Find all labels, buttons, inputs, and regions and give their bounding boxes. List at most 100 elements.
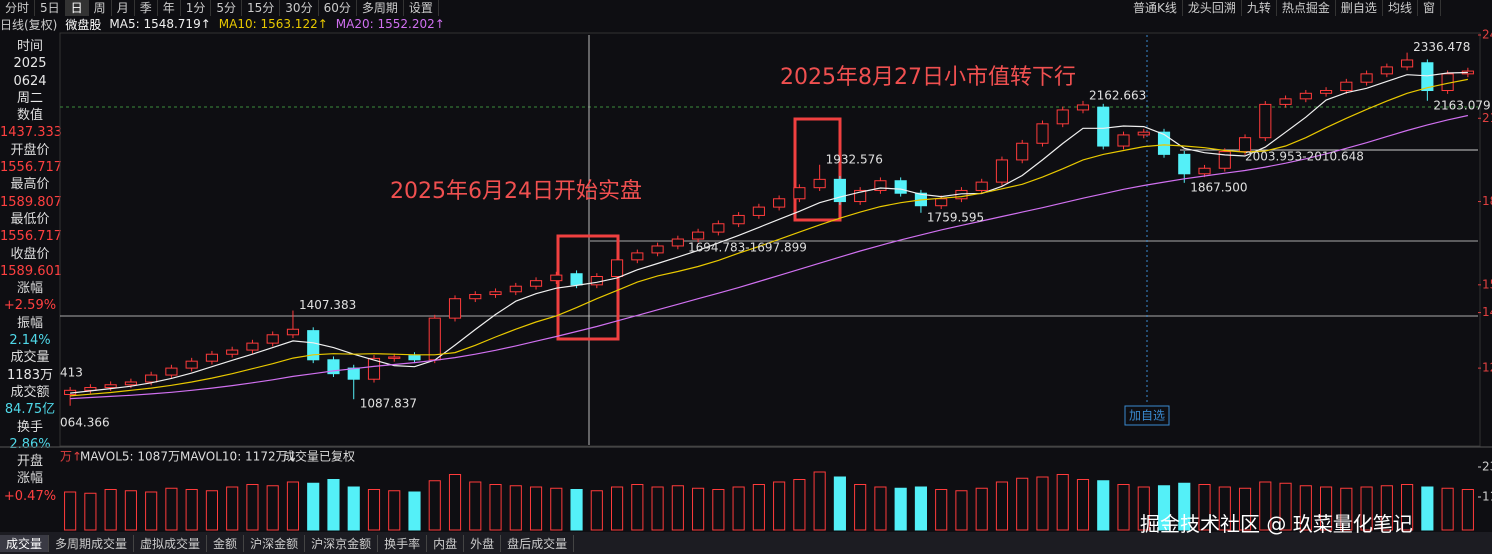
candle-body [590, 276, 603, 286]
candle-body [793, 187, 806, 200]
toolbar-button[interactable]: 30分 [280, 0, 319, 16]
volume-bar [1360, 486, 1373, 531]
toolbar-button[interactable]: 年 [158, 0, 181, 16]
add-watch-label[interactable]: 加自选 [1129, 409, 1165, 423]
extreme-label: 1407.383 [299, 298, 356, 312]
tab[interactable]: 外盘 [464, 534, 502, 552]
candle-body [975, 181, 988, 191]
info-value: 2.14% [9, 333, 51, 349]
volume-bar [408, 491, 421, 531]
volume-bar [226, 486, 239, 531]
toolbar-button[interactable]: 设置 [404, 0, 439, 16]
volume-bar [1279, 482, 1292, 531]
toolbar-button[interactable]: 龙头回溯 [1183, 0, 1242, 16]
volume-bar [266, 485, 279, 531]
volume-bar [1036, 476, 1049, 531]
toolbar-button[interactable]: 均线 [1383, 0, 1418, 16]
y-tick-label: 24 [1482, 28, 1492, 42]
toolbar-button[interactable]: 窗 [1418, 0, 1441, 16]
volume-bar [1340, 487, 1353, 531]
toolbar: 分时 5日日周月季年 1分 5分 15分 30分 60分 多周期 设置 [0, 0, 439, 16]
volume-bar [489, 484, 502, 531]
tab[interactable]: 成交量 [0, 534, 50, 552]
ma-line [70, 78, 1469, 397]
ma-line [70, 71, 1468, 394]
info-label: 最低价 [10, 211, 50, 227]
tab[interactable]: 沪深金额 [244, 534, 306, 552]
highlight-box [793, 117, 842, 222]
candle-body [1016, 142, 1029, 161]
tab[interactable]: 多周期成交量 [49, 534, 135, 552]
toolbar-button[interactable]: 日 [65, 0, 89, 16]
volume-bar [692, 487, 705, 531]
candle-body [935, 198, 948, 207]
toolbar-button[interactable]: 15分 [242, 0, 281, 16]
info-value: 1589.601 [0, 263, 63, 279]
candle-body [894, 180, 907, 194]
toolbar-button[interactable]: 分时 [0, 0, 36, 16]
volume-bar [590, 490, 603, 531]
volume-bar [894, 487, 907, 531]
tab[interactable]: 换手率 [378, 534, 428, 552]
candle-body [145, 374, 158, 383]
range-label: 1694.783-1697.899 [688, 241, 807, 255]
candle-body [712, 223, 725, 233]
volume-bar [813, 471, 826, 531]
toolbar-button[interactable]: 5日 [35, 0, 66, 16]
candle-body [874, 180, 887, 191]
volume-header: MAVOL5: 1087万 [80, 450, 180, 464]
volume-bar [388, 490, 401, 531]
volume-bar [1097, 480, 1110, 531]
toolbar-button[interactable]: 60分 [319, 0, 357, 16]
volume-tick-label: 23 [1482, 460, 1492, 474]
candle-body [1117, 134, 1130, 147]
add-watch-button[interactable] [1124, 405, 1170, 426]
toolbar-button[interactable]: 九转 [1242, 0, 1277, 16]
toolbar-button[interactable]: 普通K线 [1128, 0, 1183, 16]
candle-body [671, 238, 684, 247]
candle-body [1421, 62, 1434, 92]
info-label: 收盘价 [10, 246, 50, 262]
info-label: 振幅 [16, 315, 43, 331]
candle-body [408, 355, 421, 361]
annotation: 2025年6月24日开始实盘 [390, 179, 642, 204]
tab[interactable]: 盘后成交量 [501, 534, 575, 552]
candle-body [773, 198, 786, 208]
candle-body [286, 328, 300, 336]
volume-bar [124, 490, 137, 531]
watermark: 掘金技术社区 @ 玖菜量化笔记 [1140, 512, 1413, 536]
volume-bar [752, 484, 765, 531]
extreme-label: 2163.079 [1433, 98, 1490, 112]
candle-body [205, 353, 218, 362]
toolbar-button[interactable]: 多周期 [357, 0, 404, 16]
tab[interactable]: 虚拟成交量 [134, 534, 208, 552]
toolbar-button[interactable]: 删自选 [1336, 0, 1383, 16]
volume-bar [935, 489, 948, 531]
tab[interactable]: 沪深京金额 [305, 534, 379, 552]
candle-body [854, 189, 867, 203]
volume-bar [64, 491, 77, 531]
tab[interactable]: 内盘 [427, 534, 465, 552]
y-tick-label: 14 [1482, 305, 1492, 319]
toolbar-button[interactable]: 热点掘金 [1277, 0, 1336, 16]
y-tick-label: 21 [1482, 111, 1492, 125]
extreme-label: 2336.478 [1413, 40, 1470, 54]
ma20-label: MA20: 1552.202↑ [335, 17, 445, 31]
toolbar-button[interactable]: 周 [89, 0, 112, 16]
volume-bar [914, 486, 927, 531]
extreme-label: 1087.837 [360, 397, 417, 411]
volume-bar [1016, 477, 1029, 531]
toolbar-button[interactable]: 月 [112, 0, 135, 16]
candle-body [1340, 81, 1353, 92]
tab[interactable]: 金额 [207, 534, 245, 552]
volume-bar [246, 484, 259, 531]
toolbar-button[interactable]: 5分 [211, 0, 243, 16]
y-tick-label: 12 [1482, 361, 1492, 375]
info-value: 1556.717 [0, 229, 63, 245]
volume-bar [1421, 486, 1434, 531]
toolbar-button[interactable]: 1分 [181, 0, 212, 16]
volume-bar [651, 486, 664, 531]
volume-bar [509, 485, 522, 531]
ma10-label: MA10: 1563.122↑ [218, 17, 328, 31]
toolbar-button[interactable]: 季 [135, 0, 158, 16]
